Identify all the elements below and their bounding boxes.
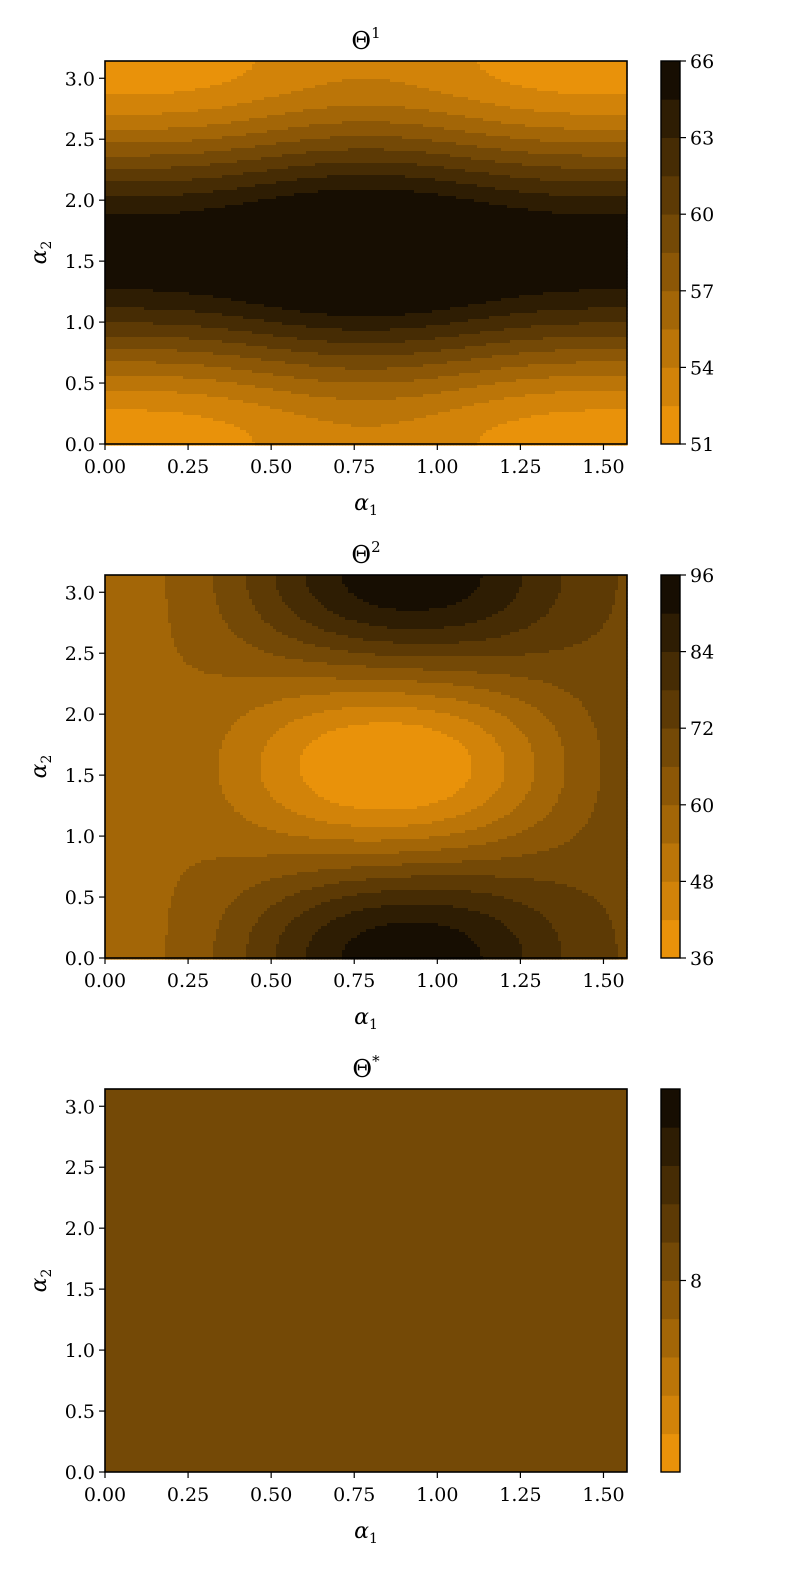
contour-field bbox=[105, 61, 628, 446]
chart-panel-1: 0.00 0.25 0.50 0.75 1.00 1.25 1.500.00.51.01.5… bbox=[27, 24, 714, 519]
